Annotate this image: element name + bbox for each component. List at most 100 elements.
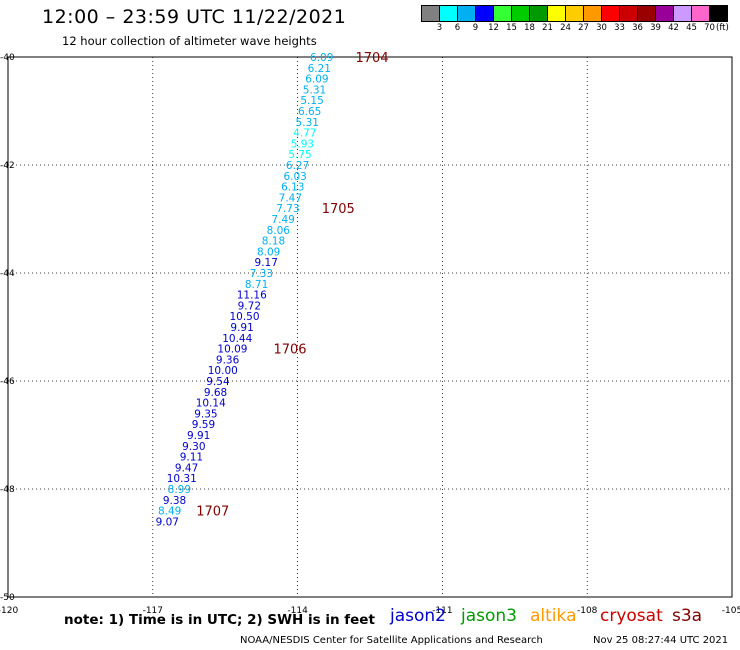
color-scale-swatch — [494, 6, 512, 21]
swh-observation-label: 4.77 — [293, 128, 316, 140]
swh-observation-label: 10.31 — [167, 473, 197, 485]
swh-observation-label: 6.21 — [308, 63, 331, 75]
swh-observation-label: 9.68 — [204, 387, 227, 399]
color-scale-tick-label: 33 — [614, 23, 625, 33]
color-scale-tick-label: 12 — [488, 23, 499, 33]
color-scale-tick-label: 3 — [436, 23, 443, 33]
page-subtitle: 12 hour collection of altimeter wave hei… — [62, 34, 317, 48]
x-tick-label: -111 — [432, 606, 452, 616]
swh-observation-label: 8.18 — [262, 236, 285, 248]
x-tick-label: -108 — [577, 606, 598, 616]
swh-observation-label: 9.91 — [230, 322, 253, 334]
x-tick-label: -117 — [143, 606, 163, 616]
swh-observation-label: 6.09 — [310, 52, 333, 64]
x-tick-label: -114 — [287, 606, 308, 616]
color-scale-tick-label: 39 — [650, 23, 661, 33]
swh-observation-label: 9.72 — [238, 300, 261, 312]
swh-observation-label: 10.14 — [196, 398, 226, 410]
swh-observation-label: 9.36 — [216, 354, 240, 366]
color-scale-tick-label: 27 — [578, 23, 589, 33]
y-tick-label: -44 — [0, 269, 15, 279]
swh-observation-label: 9.35 — [194, 408, 217, 420]
color-scale-swatch — [512, 6, 530, 21]
legend-item-s3a: s3a — [672, 606, 703, 626]
color-scale-tick-label: 15 — [506, 23, 517, 33]
swh-observation-label: 6.65 — [298, 106, 321, 118]
swh-observation-label: 6.27 — [286, 160, 309, 172]
swh-observation-label: 9.07 — [156, 516, 179, 528]
swh-observation-label: 8.71 — [245, 279, 268, 291]
swh-observation-label: 10.00 — [208, 365, 238, 377]
color-scale-swatch — [656, 6, 674, 21]
x-tick-label: -120 — [0, 606, 18, 616]
swh-observation-label: 9.47 — [175, 462, 198, 474]
color-scale-swatch — [548, 6, 566, 21]
swh-observation-label: 10.44 — [222, 333, 252, 345]
swh-observation-label: 6.13 — [281, 182, 304, 194]
color-scale-swatch — [440, 6, 458, 21]
swh-observation-label: 9.11 — [180, 452, 203, 464]
color-scale-swatch — [530, 6, 548, 21]
footer-note: note: 1) Time is in UTC; 2) SWH is in fe… — [64, 612, 375, 628]
color-scale-tick-label: 70 — [704, 23, 715, 33]
time-label: 1706 — [273, 343, 306, 358]
swh-observation-label: 8.09 — [257, 246, 280, 258]
swh-observation-label: 9.17 — [255, 257, 278, 269]
swh-observation-label: 5.15 — [300, 95, 323, 107]
color-scale-tick-label: 24 — [560, 23, 571, 33]
map-frame — [7, 56, 733, 598]
color-scale-swatch — [422, 6, 440, 21]
swh-observation-label: 9.38 — [163, 495, 186, 507]
swh-observation-label: 6.09 — [305, 74, 328, 86]
swh-observation-label: 7.49 — [271, 214, 294, 226]
swh-observation-label: 10.50 — [229, 311, 259, 323]
color-scale-swatch — [638, 6, 656, 21]
legend-item-jason2: jason2 — [390, 606, 446, 626]
swh-observation-label: 5.31 — [303, 84, 326, 96]
swh-observation-label: 10.09 — [217, 344, 247, 356]
swh-observation-label: 9.59 — [192, 419, 215, 431]
color-scale-tick-label: 45 — [686, 23, 697, 33]
color-scale-swatch — [476, 6, 494, 21]
y-tick-label: -48 — [0, 485, 15, 495]
swh-observation-label: 5.31 — [296, 117, 319, 129]
color-scale-swatch — [566, 6, 584, 21]
color-scale-bar — [421, 5, 728, 22]
swh-observation-label: 7.33 — [250, 268, 273, 280]
swh-observation-label: 9.30 — [182, 441, 205, 453]
legend-item-cryosat: cryosat — [600, 606, 663, 626]
color-scale-swatch — [584, 6, 602, 21]
legend-item-jason3: jason3 — [461, 606, 517, 626]
credit-text: NOAA/NESDIS Center for Satellite Applica… — [240, 635, 543, 646]
swh-observation-label: 5.93 — [291, 138, 314, 150]
x-tick-label: -105 — [722, 606, 740, 616]
color-scale-tick-label: 42 — [668, 23, 679, 33]
time-label: 1707 — [196, 505, 229, 520]
legend-item-altika: altika — [530, 606, 577, 626]
swh-observation-label: 11.16 — [237, 290, 267, 302]
color-scale-tick-label: 6 — [454, 23, 461, 33]
color-scale-tick-label: 9 — [472, 23, 479, 33]
color-scale-tick-label: 36 — [632, 23, 643, 33]
swh-observation-label: 9.91 — [187, 430, 210, 442]
color-scale-tick-label: 21 — [542, 23, 553, 33]
color-scale-unit: (ft) — [716, 23, 729, 33]
swh-observation-label: 8.99 — [168, 484, 191, 496]
color-scale-swatch — [602, 6, 620, 21]
color-scale-swatch — [674, 6, 692, 21]
y-tick-label: -40 — [0, 53, 15, 63]
time-label: 1705 — [322, 202, 355, 217]
color-scale-swatch — [458, 6, 476, 21]
swh-observation-label: 8.49 — [158, 506, 181, 518]
swh-observation-label: 5.75 — [288, 149, 311, 161]
swh-observation-label: 8.06 — [267, 225, 291, 237]
swh-observation-label: 6.03 — [283, 171, 306, 183]
color-scale-swatch — [692, 6, 710, 21]
swh-observation-label: 9.54 — [206, 376, 230, 388]
time-label: 1704 — [356, 51, 389, 66]
y-tick-label: -42 — [0, 161, 15, 171]
page-title: 12:00 – 23:59 UTC 11/22/2021 — [42, 6, 347, 28]
generation-timestamp: Nov 25 08:27:44 UTC 2021 — [593, 635, 729, 646]
color-scale-tick-label: 18 — [524, 23, 535, 33]
